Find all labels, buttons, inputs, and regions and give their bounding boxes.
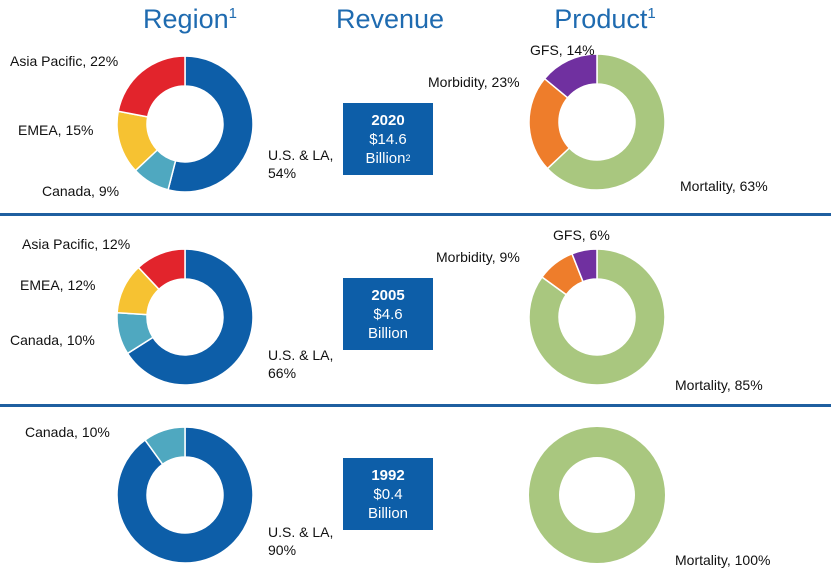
data-label: Mortality, 100%	[675, 552, 771, 568]
unit-text: Billion	[365, 150, 406, 167]
unit: Billion	[343, 504, 433, 523]
donut-segment	[528, 248, 666, 386]
unit-text: Billion	[367, 505, 409, 522]
donut-segment	[137, 248, 186, 291]
donut-segment	[117, 55, 186, 118]
header-text: Region	[143, 4, 229, 34]
year: 2020	[343, 111, 433, 130]
amount-text: $14.6	[369, 131, 407, 148]
column-header: Region1	[90, 4, 290, 35]
data-label: Asia Pacific, 12%	[22, 236, 131, 252]
revenue-box: 2005 $4.6 Billion	[343, 278, 433, 350]
amount: $0.4	[343, 485, 433, 504]
data-label: Asia Pacific, 22%	[10, 53, 119, 69]
amount-text: $4.6	[373, 306, 403, 323]
revenue-box: 1992 $0.4 Billion	[343, 458, 433, 530]
donut-segment	[570, 248, 598, 283]
donut-segment	[167, 55, 254, 193]
unit-text: Billion	[367, 325, 409, 342]
data-label: Morbidity, 23%	[428, 74, 520, 90]
footnote-mark: 2	[405, 153, 411, 163]
data-label: GFS, 6%	[553, 227, 610, 243]
data-label: U.S. & LA, 54%	[268, 147, 334, 181]
year-text: 2020	[371, 112, 405, 129]
footnote-mark: 1	[647, 5, 656, 22]
unit: Billion	[343, 324, 433, 343]
amount-text: $0.4	[373, 486, 403, 503]
data-label: EMEA, 12%	[20, 277, 96, 293]
unit: Billion2	[343, 149, 433, 168]
revenue-box: 2020 $14.6 Billion2	[343, 103, 433, 175]
donut-segment	[546, 53, 666, 191]
donut-segment	[116, 426, 254, 564]
year: 2005	[343, 286, 433, 305]
year-text: 1992	[371, 467, 405, 484]
data-label: Mortality, 85%	[675, 377, 763, 393]
divider	[0, 213, 831, 216]
amount: $4.6	[343, 305, 433, 324]
data-label: EMEA, 15%	[18, 122, 94, 138]
data-label: GFS, 14%	[530, 42, 595, 58]
data-label: Mortality, 63%	[680, 178, 768, 194]
year-text: 2005	[371, 287, 405, 304]
header-text: Revenue	[335, 4, 445, 34]
amount: $14.6	[343, 130, 433, 149]
donut-segment	[126, 248, 254, 386]
data-label: Canada, 10%	[10, 332, 95, 348]
data-label: Morbidity, 9%	[436, 249, 520, 265]
column-header: Product1	[505, 4, 705, 35]
data-label: U.S. & LA, 90%	[268, 524, 334, 558]
donut-segment	[543, 53, 598, 99]
data-label: Canada, 9%	[42, 183, 120, 199]
data-label: Canada, 10%	[25, 424, 110, 440]
year: 1992	[343, 466, 433, 485]
header-text: Product	[554, 4, 648, 34]
footnote-mark: 1	[228, 5, 237, 22]
column-header: Revenue	[290, 4, 490, 35]
donut-segment	[143, 426, 186, 466]
data-label: U.S. & LA, 66%	[268, 347, 334, 381]
donut-segment	[529, 427, 665, 563]
divider	[0, 404, 831, 407]
